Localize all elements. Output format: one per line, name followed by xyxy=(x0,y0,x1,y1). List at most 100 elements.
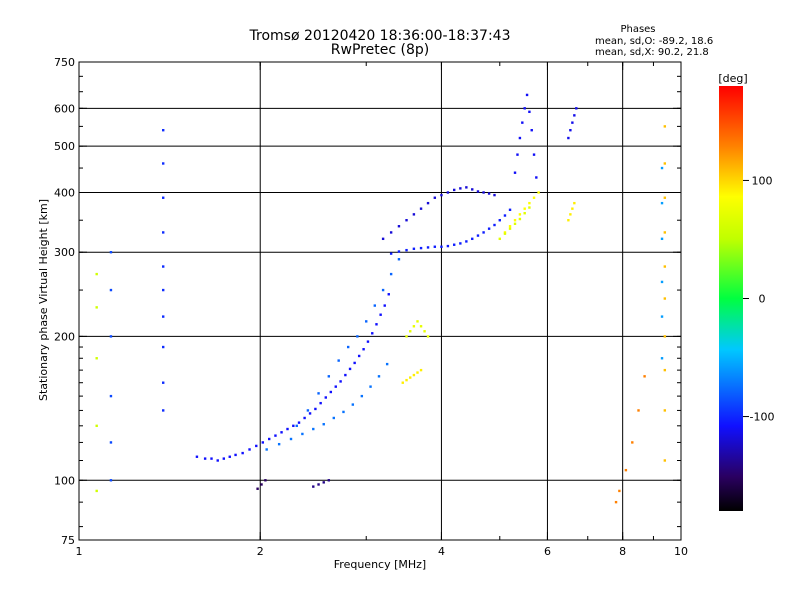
data-point xyxy=(322,423,325,426)
data-point xyxy=(660,237,664,241)
data-point xyxy=(624,468,628,472)
data-point xyxy=(493,193,496,197)
data-point xyxy=(306,409,310,412)
data-point xyxy=(234,453,237,457)
data-point xyxy=(493,223,496,227)
data-point xyxy=(452,188,456,192)
data-point xyxy=(371,332,374,335)
data-point xyxy=(660,201,664,205)
data-point xyxy=(660,315,664,318)
data-point xyxy=(513,219,517,222)
data-point xyxy=(312,485,315,488)
data-point xyxy=(95,489,98,493)
data-point xyxy=(465,240,468,243)
data-point xyxy=(446,244,450,248)
data-point xyxy=(329,390,333,394)
data-point xyxy=(571,121,574,124)
data-point xyxy=(412,325,416,328)
data-point xyxy=(324,396,327,399)
data-point xyxy=(532,153,536,156)
data-point xyxy=(487,227,491,230)
data-point xyxy=(317,483,320,486)
data-point xyxy=(109,394,113,398)
data-point xyxy=(365,320,368,323)
data-point xyxy=(513,222,517,226)
axes-layer: 1 2 4 6 8 10 75 100 200 300 400 500 600 750 xyxy=(54,56,688,558)
data-point xyxy=(663,265,667,268)
data-point xyxy=(423,330,426,333)
data-point xyxy=(162,381,165,384)
data-point xyxy=(528,110,531,114)
data-point xyxy=(498,219,501,222)
data-point xyxy=(573,114,576,117)
stats-o-line: mean, sd,O: -89.2, 18.6 xyxy=(595,36,713,47)
data-point xyxy=(498,237,501,241)
data-point xyxy=(618,489,621,493)
data-point xyxy=(532,196,536,199)
data-point xyxy=(663,231,667,234)
data-point xyxy=(377,375,381,378)
data-point xyxy=(471,237,474,241)
data-point xyxy=(643,375,646,378)
data-point xyxy=(405,219,408,222)
data-point xyxy=(366,340,370,343)
data-point xyxy=(314,407,317,411)
data-point xyxy=(575,107,578,110)
data-point xyxy=(459,242,462,245)
data-point xyxy=(255,444,258,448)
data-point xyxy=(295,424,298,428)
x-tick-label: 6 xyxy=(544,545,551,558)
data-point xyxy=(419,325,423,328)
data-point xyxy=(482,191,485,194)
data-point xyxy=(440,245,443,248)
grid-layer xyxy=(79,62,681,540)
stats-heading: Phases xyxy=(620,24,655,35)
data-point xyxy=(385,362,389,366)
data-point xyxy=(222,457,226,460)
y-tick-label: 750 xyxy=(54,56,75,69)
data-point xyxy=(573,201,576,205)
data-point xyxy=(482,231,485,234)
data-point xyxy=(412,213,416,216)
data-point xyxy=(274,434,277,437)
data-point xyxy=(521,121,524,124)
data-point xyxy=(426,201,430,205)
data-point xyxy=(327,479,331,482)
data-point xyxy=(535,176,538,179)
colorbar-ticks: 100 0 -100 xyxy=(743,174,774,424)
data-point xyxy=(162,128,165,132)
data-point xyxy=(487,192,491,195)
data-point xyxy=(401,381,404,384)
data-point xyxy=(660,280,664,284)
data-point xyxy=(426,246,430,249)
y-tick-label: 500 xyxy=(54,140,75,153)
data-point xyxy=(373,304,376,307)
data-point xyxy=(95,306,98,309)
data-point xyxy=(216,459,219,462)
data-point xyxy=(412,247,416,250)
data-point xyxy=(195,455,199,458)
data-point xyxy=(614,500,618,504)
data-point xyxy=(357,354,361,358)
data-point xyxy=(109,441,113,444)
data-point xyxy=(264,479,267,482)
data-point xyxy=(162,345,165,349)
data-point xyxy=(446,191,450,194)
data-point xyxy=(508,225,512,228)
data-point xyxy=(518,217,522,221)
data-point xyxy=(109,288,113,292)
data-point xyxy=(334,385,337,388)
y-tick-label: 600 xyxy=(54,102,75,115)
plot-frame xyxy=(78,61,682,541)
data-point xyxy=(381,288,385,292)
data-point xyxy=(409,376,412,379)
data-point xyxy=(567,219,570,222)
data-point xyxy=(241,451,244,455)
data-point xyxy=(162,196,165,199)
data-point xyxy=(109,479,113,482)
data-point xyxy=(383,304,386,307)
data-point xyxy=(405,378,408,382)
data-point xyxy=(303,416,306,420)
data-point xyxy=(344,373,347,377)
